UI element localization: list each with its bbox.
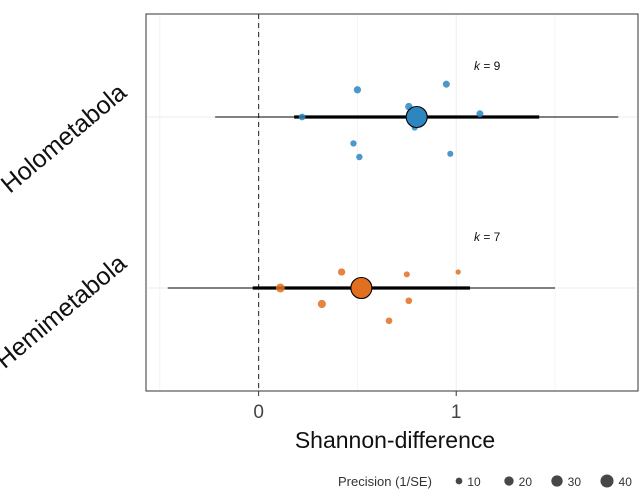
effect-size-point [317,299,326,309]
x-axis-label: Shannon-difference [295,427,495,453]
plot-panel [145,13,639,392]
series-hemimetabola: k = 7 [167,230,556,325]
legend-size-key [551,475,563,487]
x-tick-label: 1 [451,402,462,423]
effect-size-point [385,317,393,325]
series-layer: k = 9k = 7 [167,59,619,325]
k-label: k = 7 [474,230,501,244]
effect-size-point [298,113,306,121]
y-category-labels: Holometabola Hemimetabola [0,78,132,374]
series-holometabola: k = 9 [215,59,619,161]
effect-size-point [337,268,346,276]
effect-size-point [350,140,357,147]
x-tick-label: 0 [253,402,264,423]
legend-size-key [455,477,463,485]
legend-size-label: 10 [467,475,481,489]
effect-size-point [403,271,410,278]
k-label-symbol: k [474,59,481,73]
effect-size-point [476,110,484,118]
k-label-count: = 9 [480,59,501,73]
k-label: k = 9 [474,59,501,73]
effect-size-point [455,269,461,275]
legend: Precision (1/SE) 10 20 30 40 [338,474,632,489]
legend-size-key [504,476,514,486]
y-category-label: Holometabola [0,78,132,199]
effect-size-point [275,283,285,293]
effect-size-point [356,153,363,161]
effect-size-point [405,297,413,305]
legend-title: Precision (1/SE) [338,474,432,489]
k-label-symbol: k [474,230,481,244]
y-category-label: Hemimetabola [0,249,132,374]
legend-size-label: 30 [568,475,582,489]
effect-size-point [442,80,450,88]
legend-size-key [600,474,614,488]
k-label-count: = 7 [480,230,501,244]
effect-size-point [447,150,454,157]
overall-estimate-point [350,276,373,300]
overall-estimate-point [405,105,428,129]
legend-size-label: 20 [519,475,533,489]
effect-size-point [353,86,362,94]
legend-size-label: 40 [619,475,633,489]
